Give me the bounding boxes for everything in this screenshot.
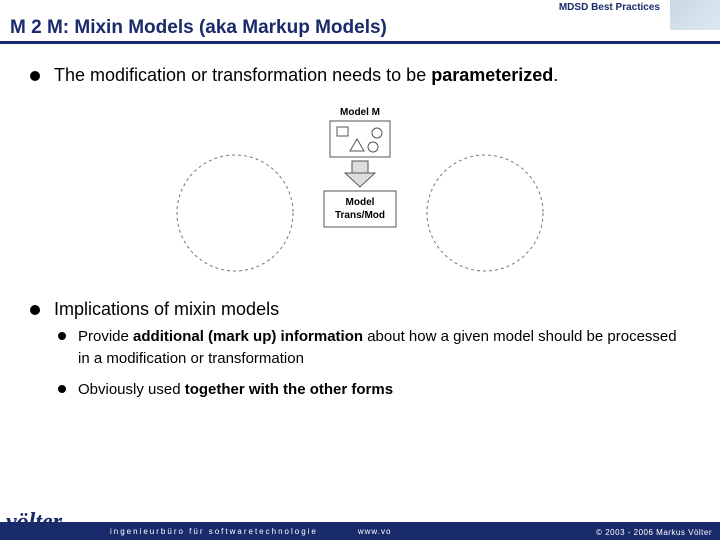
arrow-shaft: [352, 161, 368, 173]
footer-url: www.vo: [358, 527, 392, 536]
page-title: M 2 M: Mixin Models (aka Markup Models): [10, 17, 710, 39]
bullet-2: Implications of mixin models: [30, 298, 690, 321]
arrow-head-icon: [345, 173, 375, 187]
text: The modification or transformation needs…: [54, 65, 431, 85]
text-bold: additional (mark up) information: [133, 328, 363, 345]
diagram: Model M Model Trans/Mod: [30, 103, 690, 278]
corner-graphic: [670, 0, 720, 30]
diagram-top-label: Model M: [340, 107, 380, 118]
bullet-dot-sub: [58, 332, 66, 340]
shape-circle-icon: [372, 128, 382, 138]
bullet-2a-text: Provide additional (mark up) information…: [78, 326, 690, 370]
bullet-dot-sub: [58, 385, 66, 393]
text: Provide: [78, 328, 133, 345]
footer: völter ingenieurbüro für softwaretechnol…: [0, 506, 720, 540]
bullet-1: The modification or transformation needs…: [30, 64, 690, 87]
trans-mod-label-1: Model: [346, 197, 375, 208]
bullet-2-text: Implications of mixin models: [54, 298, 279, 321]
shape-square-icon: [337, 127, 348, 136]
model-m-box: [330, 121, 390, 157]
trans-mod-label-2: Trans/Mod: [335, 210, 385, 221]
shape-circle2-icon: [368, 142, 378, 152]
text: Obviously used: [78, 381, 185, 398]
bullet-2b: Obviously used together with the other f…: [30, 379, 690, 401]
text-bold: together with the other forms: [185, 381, 393, 398]
footer-copyright: © 2003 - 2006 Markus Völter: [596, 528, 712, 537]
footer-bar: ingenieurbüro für softwaretechnologie ww…: [0, 522, 720, 540]
footer-tagline: ingenieurbüro für softwaretechnologie: [110, 527, 318, 536]
content-area: The modification or transformation needs…: [0, 44, 720, 401]
bullet-dot: [30, 305, 40, 315]
text: .: [553, 65, 558, 85]
left-circle: [177, 155, 293, 271]
bullet-2a: Provide additional (mark up) information…: [30, 326, 690, 370]
breadcrumb: MDSD Best Practices: [0, 0, 720, 13]
diagram-svg: Model M Model Trans/Mod: [145, 103, 575, 278]
text-bold: parameterized: [431, 65, 553, 85]
bullet-2b-text: Obviously used together with the other f…: [78, 379, 393, 401]
title-bar: M 2 M: Mixin Models (aka Markup Models): [0, 13, 720, 44]
bullet-dot: [30, 71, 40, 81]
right-circle: [427, 155, 543, 271]
bullet-1-text: The modification or transformation needs…: [54, 64, 558, 87]
